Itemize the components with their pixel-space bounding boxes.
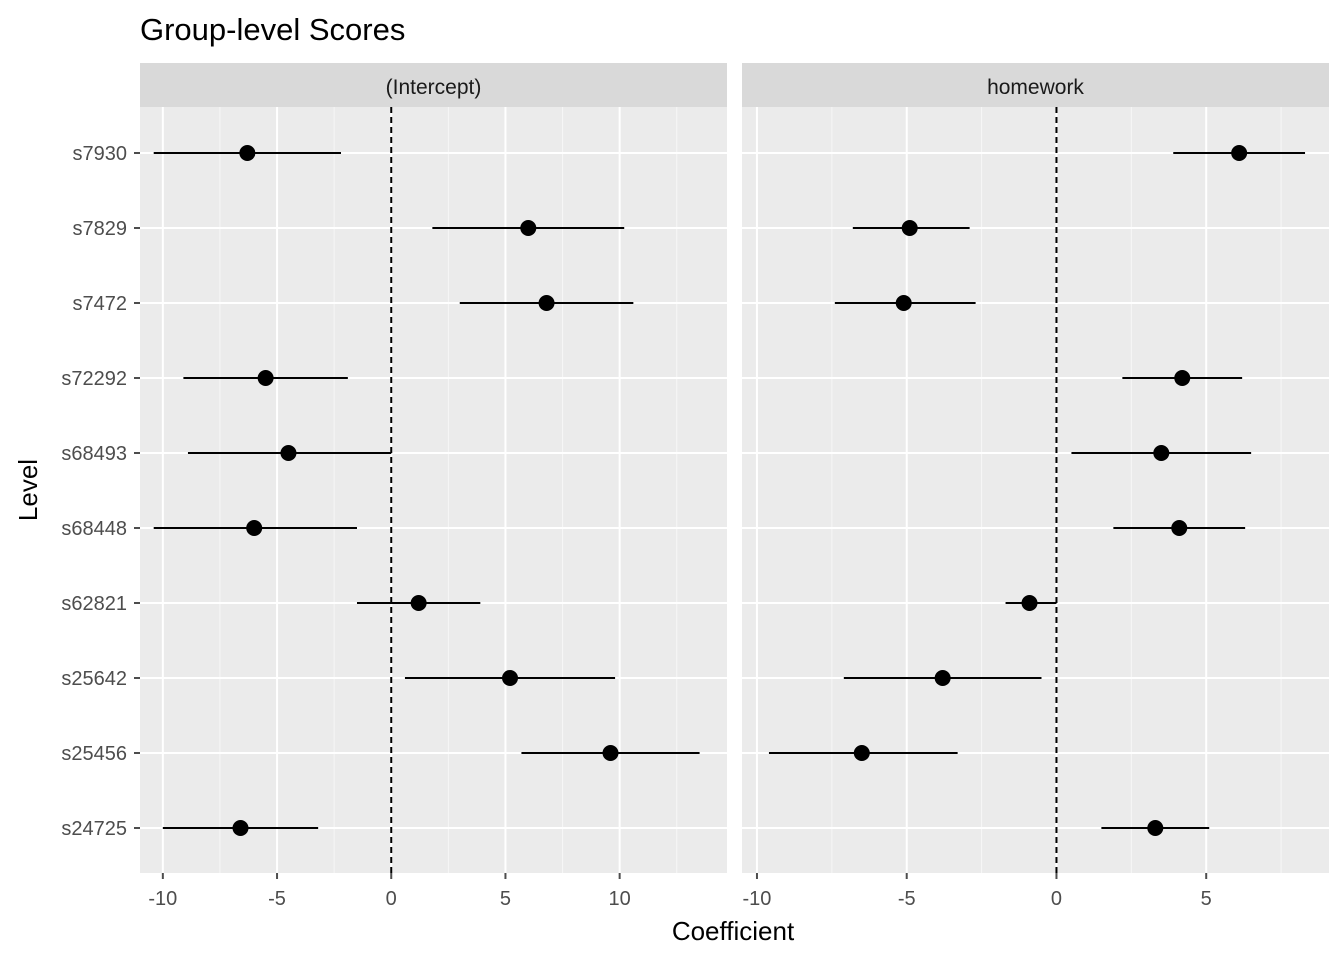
x-tick-label: -10 xyxy=(743,888,772,910)
x-tick-label: 5 xyxy=(1201,888,1212,910)
y-tick-label: s25642 xyxy=(61,668,127,690)
point-s68448 xyxy=(1171,520,1188,536)
point-s68493 xyxy=(1153,445,1170,461)
x-tick-label: 0 xyxy=(386,888,397,910)
point-s7472 xyxy=(895,295,912,311)
y-tick-label: s24725 xyxy=(61,818,127,840)
point-s7930 xyxy=(239,145,256,161)
y-tick-label: s7829 xyxy=(73,218,128,240)
y-tick-label: s68493 xyxy=(61,443,127,465)
panel-background xyxy=(140,107,727,873)
point-s24725 xyxy=(232,820,249,836)
point-s7472 xyxy=(538,295,555,311)
x-tick-label: -5 xyxy=(268,888,286,910)
x-tick-label: 0 xyxy=(1051,888,1062,910)
y-tick-label: s72292 xyxy=(61,368,127,390)
strip-background xyxy=(140,63,727,107)
facet-panel-2: homework -10 -5 0 5 xyxy=(742,63,1329,910)
x-tick-label: -5 xyxy=(898,888,916,910)
y-tick-label: s7930 xyxy=(73,143,128,165)
point-s25456 xyxy=(602,745,619,761)
strip-label: homework xyxy=(987,76,1084,99)
panel-background xyxy=(742,107,1329,873)
y-tick-label: s7472 xyxy=(73,293,128,315)
point-s25456 xyxy=(853,745,870,761)
point-s62821 xyxy=(410,595,427,611)
point-s68493 xyxy=(280,445,297,461)
facet-panels: (Intercept) -10 -5 0 5 10 homework -10 -5 0 5 xyxy=(140,63,1329,910)
point-s25642 xyxy=(934,670,951,686)
x-tick-label: 10 xyxy=(609,888,631,910)
y-axis: s7930 s7829 s7472 s72292 s68493 s68448 s62821 s… xyxy=(61,143,140,840)
x-tick-label: -10 xyxy=(148,888,177,910)
point-s72292 xyxy=(1174,370,1191,386)
x-tick-label: 5 xyxy=(500,888,511,910)
y-axis-title: Level xyxy=(13,459,43,521)
point-s7930 xyxy=(1231,145,1248,161)
point-s7829 xyxy=(520,220,537,236)
x-axis-title: Coefficient xyxy=(672,916,795,946)
strip-background xyxy=(742,63,1329,107)
strip-label: (Intercept) xyxy=(386,76,482,99)
facet-panel-1: (Intercept) -10 -5 0 5 10 xyxy=(140,63,727,910)
point-s24725 xyxy=(1147,820,1164,836)
point-s72292 xyxy=(257,370,274,386)
y-tick-label: s62821 xyxy=(61,593,127,615)
point-s68448 xyxy=(246,520,263,536)
point-s7829 xyxy=(901,220,918,236)
chart-title: Group-level Scores xyxy=(140,12,405,47)
point-s25642 xyxy=(502,670,519,686)
y-tick-label: s25456 xyxy=(61,743,127,765)
point-s62821 xyxy=(1021,595,1038,611)
y-tick-label: s68448 xyxy=(61,518,127,540)
